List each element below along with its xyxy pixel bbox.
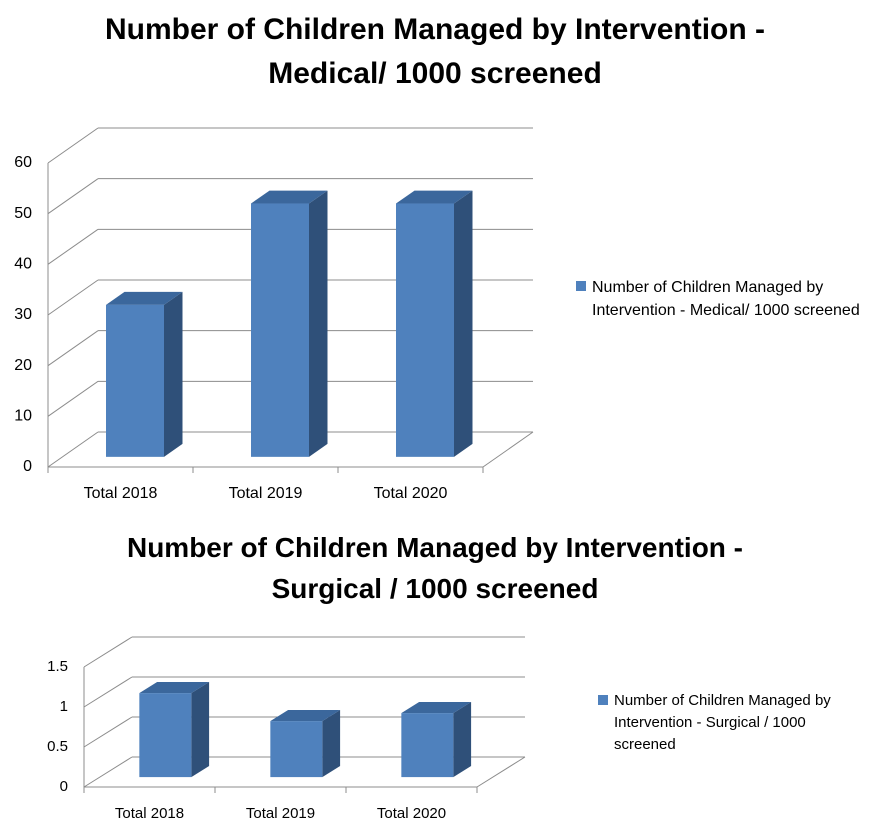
grid-line xyxy=(47,178,99,215)
bar xyxy=(396,190,473,457)
bar-top xyxy=(106,291,183,305)
chart-title: Number of Children Managed by Interventi… xyxy=(104,13,766,90)
bar xyxy=(270,710,341,778)
y-tick-label: 30 xyxy=(14,306,32,323)
bar-top xyxy=(396,190,473,204)
bar xyxy=(251,190,328,457)
legend: Number of Children Managed by Interventi… xyxy=(576,276,868,322)
grid-line xyxy=(47,380,99,417)
x-tick-label: Total 2019 xyxy=(229,485,303,502)
x-tick-label: Total 2020 xyxy=(377,805,446,822)
y-tick-label: 0.5 xyxy=(47,738,68,755)
y-tick-label: 1 xyxy=(60,698,68,715)
y-tick-label: 60 xyxy=(14,154,32,171)
bar-side xyxy=(454,190,473,457)
bar-front xyxy=(401,713,454,778)
y-tick-label: 0 xyxy=(23,458,32,475)
legend-label: Number of Children Managed by Interventi… xyxy=(614,692,831,753)
bar-top xyxy=(401,702,472,714)
y-tick-label: 40 xyxy=(14,256,32,273)
grid-line xyxy=(83,636,133,668)
y-tick-label: 50 xyxy=(14,205,32,222)
bar xyxy=(106,291,183,457)
grid-line xyxy=(47,431,99,468)
bar-side xyxy=(453,702,472,778)
axis-line xyxy=(476,756,526,788)
bar-front xyxy=(270,721,323,778)
legend-key xyxy=(576,281,586,291)
legend-label: Number of Children Managed by Interventi… xyxy=(592,279,860,320)
axis-line xyxy=(482,431,534,468)
bar xyxy=(401,702,472,778)
bar-top xyxy=(270,710,341,722)
grid-line xyxy=(83,676,133,708)
bar-side xyxy=(309,190,328,457)
y-tick-label: 0 xyxy=(60,778,68,795)
legend-key xyxy=(598,695,608,705)
grid-line xyxy=(47,127,99,164)
grid-line xyxy=(83,716,133,748)
bar-top xyxy=(139,682,210,694)
y-tick-label: 1.5 xyxy=(47,658,68,675)
x-tick-label: Total 2019 xyxy=(246,805,315,822)
bar-front xyxy=(139,693,192,778)
grid-line xyxy=(83,756,133,788)
bar-side xyxy=(322,710,341,778)
y-tick-label: 10 xyxy=(14,408,32,425)
bar-side xyxy=(164,291,183,457)
bar-front xyxy=(396,203,454,457)
bar-side xyxy=(191,682,210,778)
y-tick-label: 20 xyxy=(14,357,32,374)
bar-front xyxy=(106,304,164,457)
x-tick-label: Total 2018 xyxy=(84,485,158,502)
grid-line xyxy=(47,279,99,316)
bar-front xyxy=(251,203,309,457)
grid-line xyxy=(47,228,99,265)
legend: Number of Children Managed by Interventi… xyxy=(598,690,868,755)
bar xyxy=(139,682,210,778)
x-tick-label: Total 2018 xyxy=(115,805,184,822)
bar-top xyxy=(251,190,328,204)
grid-line xyxy=(47,330,99,367)
chart-title: Number of Children Managed by Interventi… xyxy=(126,532,744,604)
x-tick-label: Total 2020 xyxy=(374,485,448,502)
